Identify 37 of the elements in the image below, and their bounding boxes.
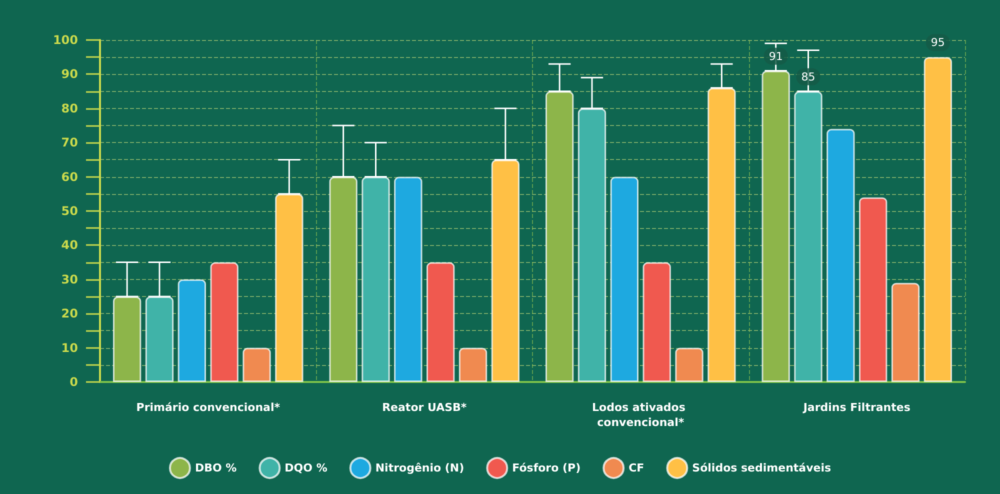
y-tick-label: 60: [61, 170, 78, 184]
bar: [675, 348, 704, 382]
data-label: 85: [801, 70, 816, 84]
bar: [858, 197, 888, 382]
bar: [924, 57, 952, 382]
bar: [178, 279, 206, 382]
y-tick-label: 30: [61, 272, 78, 286]
data-label: 91: [768, 50, 783, 63]
bar: [394, 176, 422, 382]
bar: [826, 128, 855, 382]
y-tick-label: 0: [70, 375, 78, 389]
x-tick-label: Primário convencional*: [136, 401, 280, 414]
y-tick-label: 80: [61, 101, 78, 116]
y-tick-label: 90: [61, 67, 78, 82]
data-label: 95: [930, 36, 945, 50]
legend-label: Sólidos sedimentáveis: [692, 462, 832, 474]
legend-label: Nitrogênio (N): [375, 462, 464, 474]
y-tick-label: 50: [61, 204, 78, 218]
legend-label: CF: [628, 462, 644, 474]
x-tick-label: Jardins Filtrantes: [802, 401, 911, 414]
legend-label: DBO %: [194, 462, 237, 474]
y-tick-label: 70: [61, 136, 78, 150]
legend-label: Fósforo (P): [512, 462, 581, 474]
bar: [426, 262, 455, 382]
bar: [891, 282, 920, 382]
bar: [210, 262, 238, 382]
x-tick-label: Lodos ativados convencional*: [592, 401, 690, 429]
y-tick-label: 20: [61, 306, 78, 321]
y-tick-label: 40: [61, 238, 78, 252]
bar: [642, 262, 671, 382]
bar: [242, 348, 271, 382]
y-tick-label: 100: [52, 33, 78, 47]
bar: [458, 348, 488, 382]
legend-label: DQO %: [284, 462, 328, 474]
bar: [610, 176, 639, 382]
x-tick-label: Reator UASB*: [382, 401, 467, 414]
y-tick-label: 10: [61, 340, 78, 355]
